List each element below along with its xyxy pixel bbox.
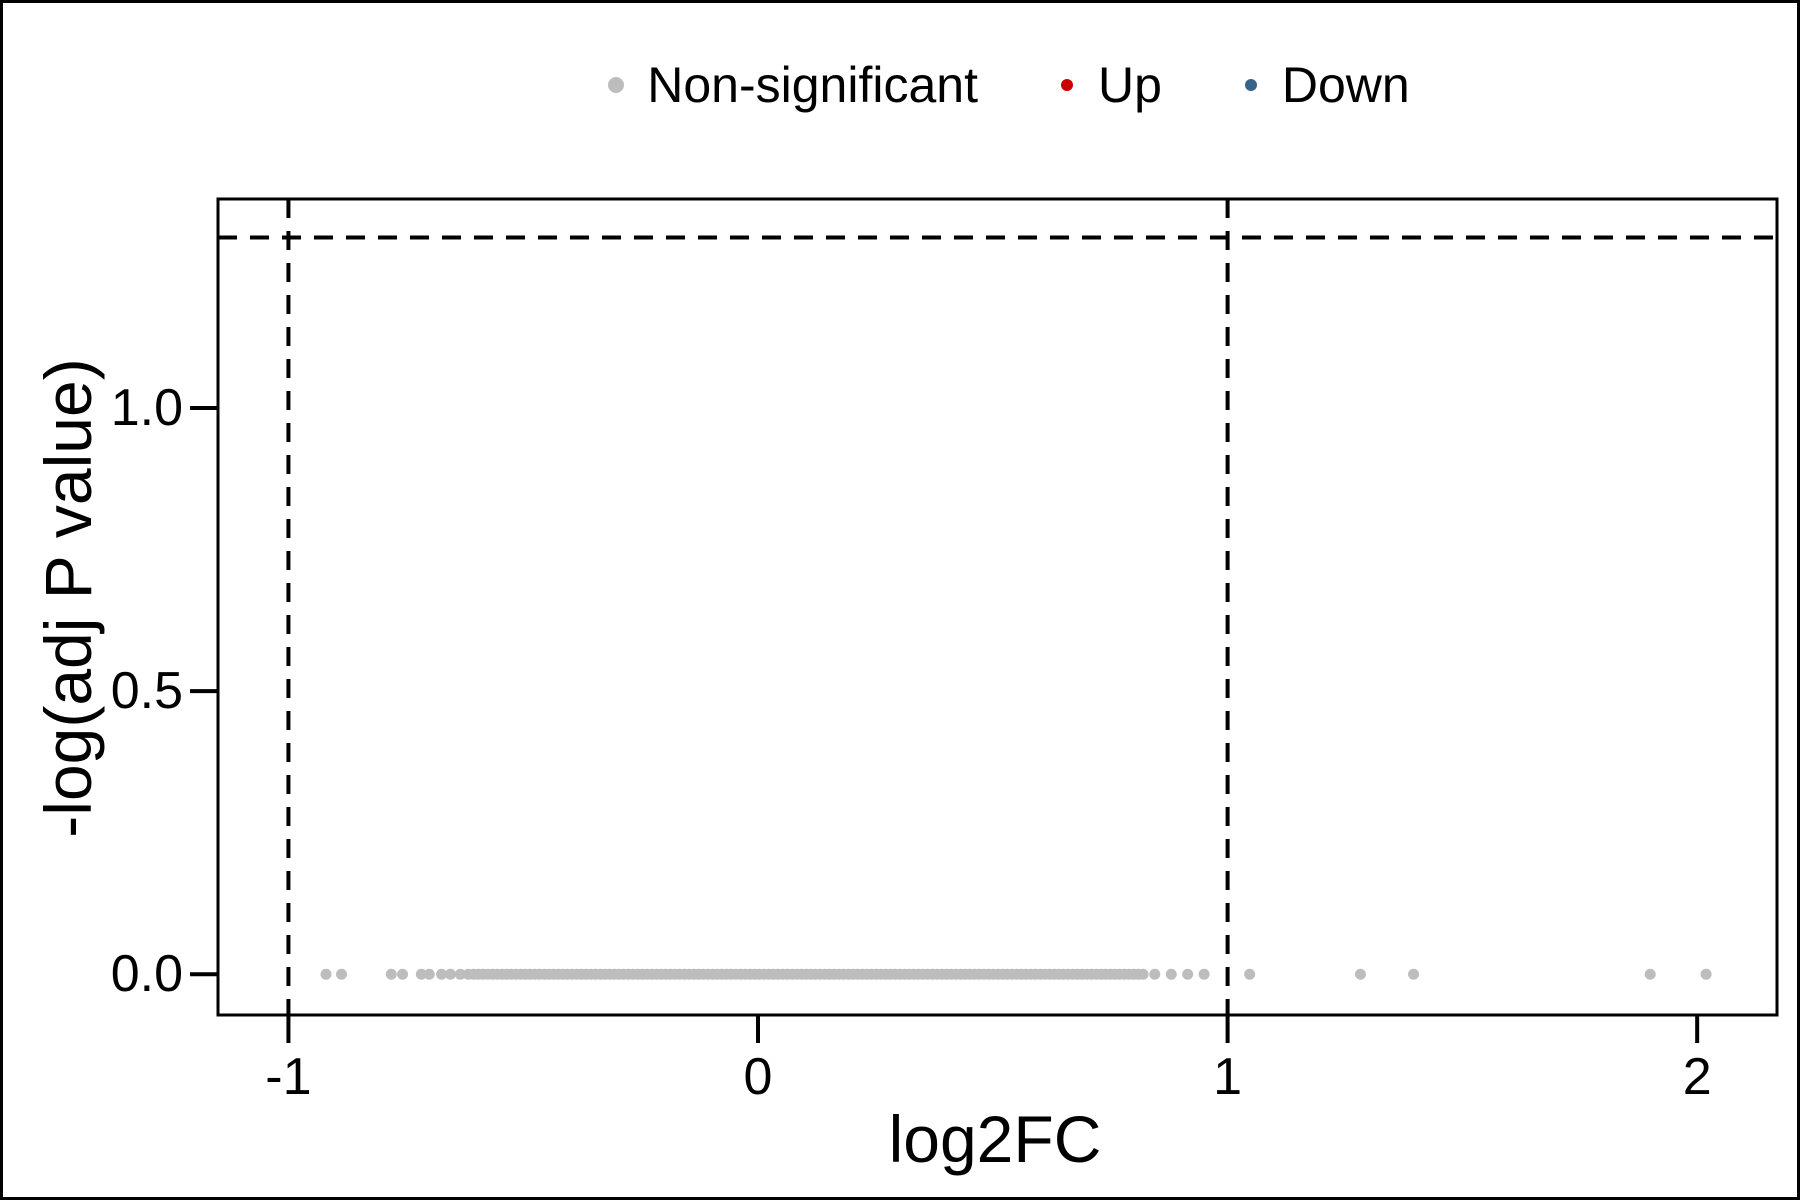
data-point <box>1149 968 1161 980</box>
y-tick-label: 1.0 <box>110 378 183 437</box>
up-dot-icon <box>1060 79 1073 91</box>
plot-panel <box>190 197 1779 1043</box>
legend-key-non-significant <box>585 54 647 116</box>
non-significant-dot-icon <box>608 77 625 93</box>
data-point <box>1198 968 1210 980</box>
data-point <box>462 968 474 980</box>
data-point <box>454 968 466 980</box>
down-dot-icon <box>1244 79 1257 91</box>
data-point <box>415 968 427 980</box>
legend-item-down: Down <box>1220 54 1410 116</box>
x-axis-title: log2FC <box>888 1102 1102 1176</box>
data-point <box>320 968 332 980</box>
data-point <box>1354 968 1366 980</box>
data-point <box>1182 968 1194 980</box>
data-point <box>423 968 435 980</box>
legend: Non-significant Up Down <box>218 45 1777 125</box>
data-point <box>1137 968 1149 980</box>
legend-key-up <box>1036 54 1098 116</box>
data-point <box>397 968 409 980</box>
legend-label-up: Up <box>1097 57 1162 113</box>
data-point <box>1165 968 1177 980</box>
y-tick-label: 0.5 <box>110 662 183 721</box>
data-point <box>436 968 448 980</box>
data-point <box>444 968 456 980</box>
data-point <box>385 968 397 980</box>
legend-label-down: Down <box>1281 57 1410 113</box>
data-point <box>1408 968 1420 980</box>
legend-label-non-significant: Non-significant <box>647 57 978 113</box>
legend-key-down <box>1220 54 1282 116</box>
x-tick-label: 1 <box>1213 1048 1243 1106</box>
data-point <box>335 968 347 980</box>
y-tick-label: 0.0 <box>110 945 183 1004</box>
plot-panel-border <box>216 197 1779 1017</box>
data-point <box>1244 968 1256 980</box>
x-tick-label: 0 <box>743 1048 773 1106</box>
data-point <box>1644 968 1656 980</box>
data-point <box>1700 968 1712 980</box>
legend-item-up: Up <box>1036 54 1162 116</box>
legend-item-non-significant: Non-significant <box>585 54 978 116</box>
x-tick-label: -1 <box>265 1048 312 1106</box>
x-tick-label: 2 <box>1682 1048 1712 1106</box>
